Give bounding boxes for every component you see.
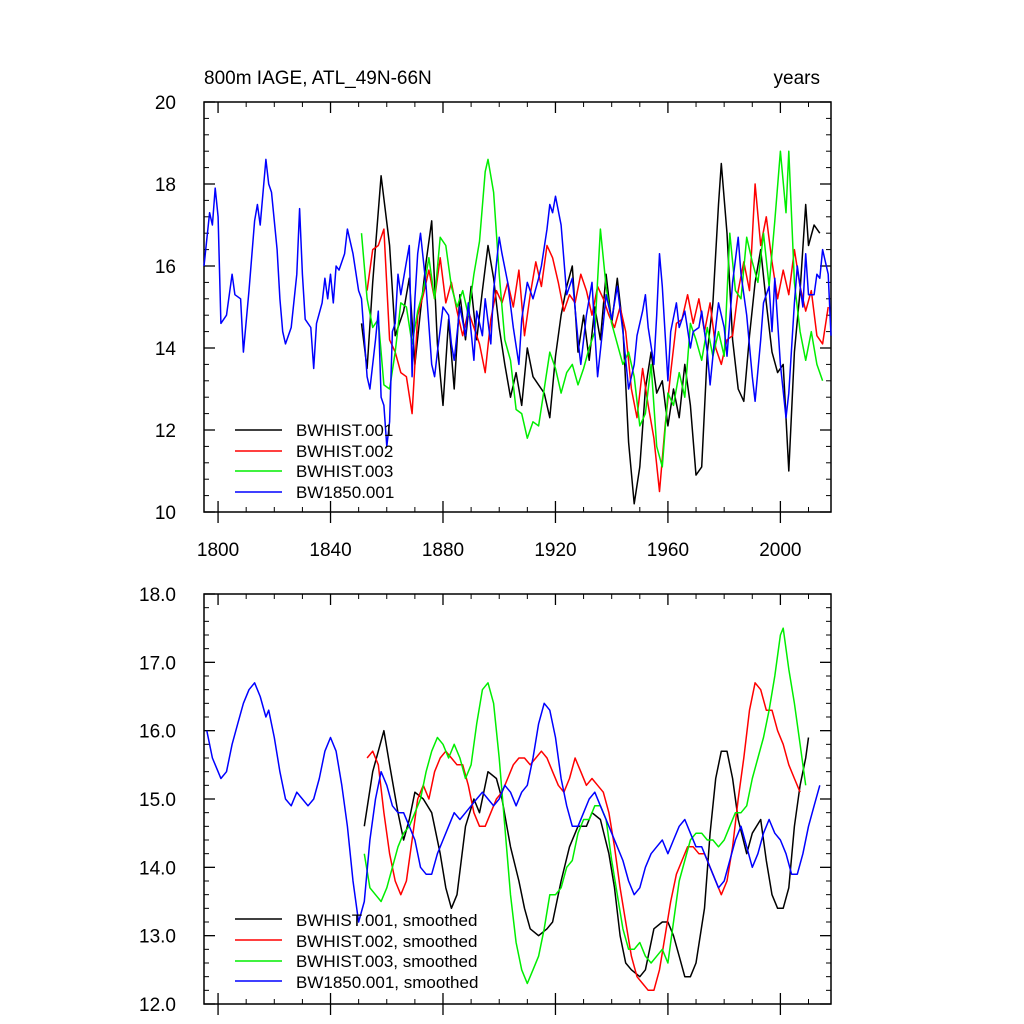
legend-label-smoothed-1: BWHIST.001, smoothed [296,911,477,930]
y-tick-label: 16.0 [139,722,176,743]
top-plot-frame [203,101,832,513]
top-panel: 10 12 14 16 18 20 1800 1840 1880 1920 1960 2000 BW… [155,93,832,561]
x-tick-label: 1960 [647,540,689,561]
bottom-panel: 12.0 13.0 14.0 15.0 16.0 17.0 18.0 BWHIST.001,… [139,585,832,1016]
y-tick-label: 12.0 [139,995,176,1016]
series-line-bwhist-002 [366,183,829,493]
y-tick-label: 18.0 [139,585,176,606]
x-tick-label: 1800 [197,540,239,561]
top-y-axis: 10 12 14 16 18 20 [155,93,831,524]
series-line-bwhist-001 [360,162,821,505]
y-tick-label: 15.0 [139,790,176,811]
y-tick-label: 10 [155,503,176,524]
y-tick-label: 17.0 [139,653,176,674]
legend-label-1: BWHIST.001 [296,421,393,440]
chart-title: 800m IAGE, ATL_49N-66N [204,68,432,89]
y-tick-label: 13.0 [139,927,176,948]
y-tick-label: 14 [155,339,177,360]
top-legend: BWHIST.001 BWHIST.002 BWHIST.003 BW1850.… [235,421,394,502]
bottom-minor-ticks [204,594,831,1004]
series-line-bw1850-001 [203,158,832,448]
x-tick-label: 1880 [422,540,464,561]
y-tick-label: 20 [155,93,176,114]
series-line-bw1850-001-smoothed [206,682,821,923]
bottom-y-axis: 12.0 13.0 14.0 15.0 16.0 17.0 18.0 [139,585,831,1016]
legend-label-2: BWHIST.002 [296,442,393,461]
top-series [203,150,832,505]
series-line-bwhist-003 [360,150,824,468]
y-tick-label: 18 [155,175,176,196]
bottom-x-axis [217,594,782,1015]
top-x-axis: 1800 1840 1880 1920 1960 2000 [197,102,802,561]
series-line-bwhist-003-smoothed [363,627,807,985]
legend-label-3: BWHIST.003 [296,462,393,481]
series-line-bwhist-001-smoothed [363,729,810,978]
y-tick-label: 12 [155,421,176,442]
legend-label-smoothed-2: BWHIST.002, smoothed [296,932,477,951]
series-line-bwhist-002-smoothed [366,682,801,992]
y-tick-label: 16 [155,257,176,278]
legend-label-smoothed-3: BWHIST.003, smoothed [296,952,477,971]
bottom-series [206,627,821,992]
x-tick-label: 2000 [759,540,801,561]
y-tick-label: 14.0 [139,858,176,879]
bottom-legend: BWHIST.001, smoothed BWHIST.002, smoothe… [235,911,478,992]
legend-label-smoothed-4: BW1850.001, smoothed [296,973,478,992]
legend-label-4: BW1850.001 [296,483,394,502]
x-tick-label: 1840 [309,540,351,561]
units-label: years [774,68,820,89]
top-minor-ticks [204,102,831,512]
x-tick-label: 1920 [534,540,576,561]
